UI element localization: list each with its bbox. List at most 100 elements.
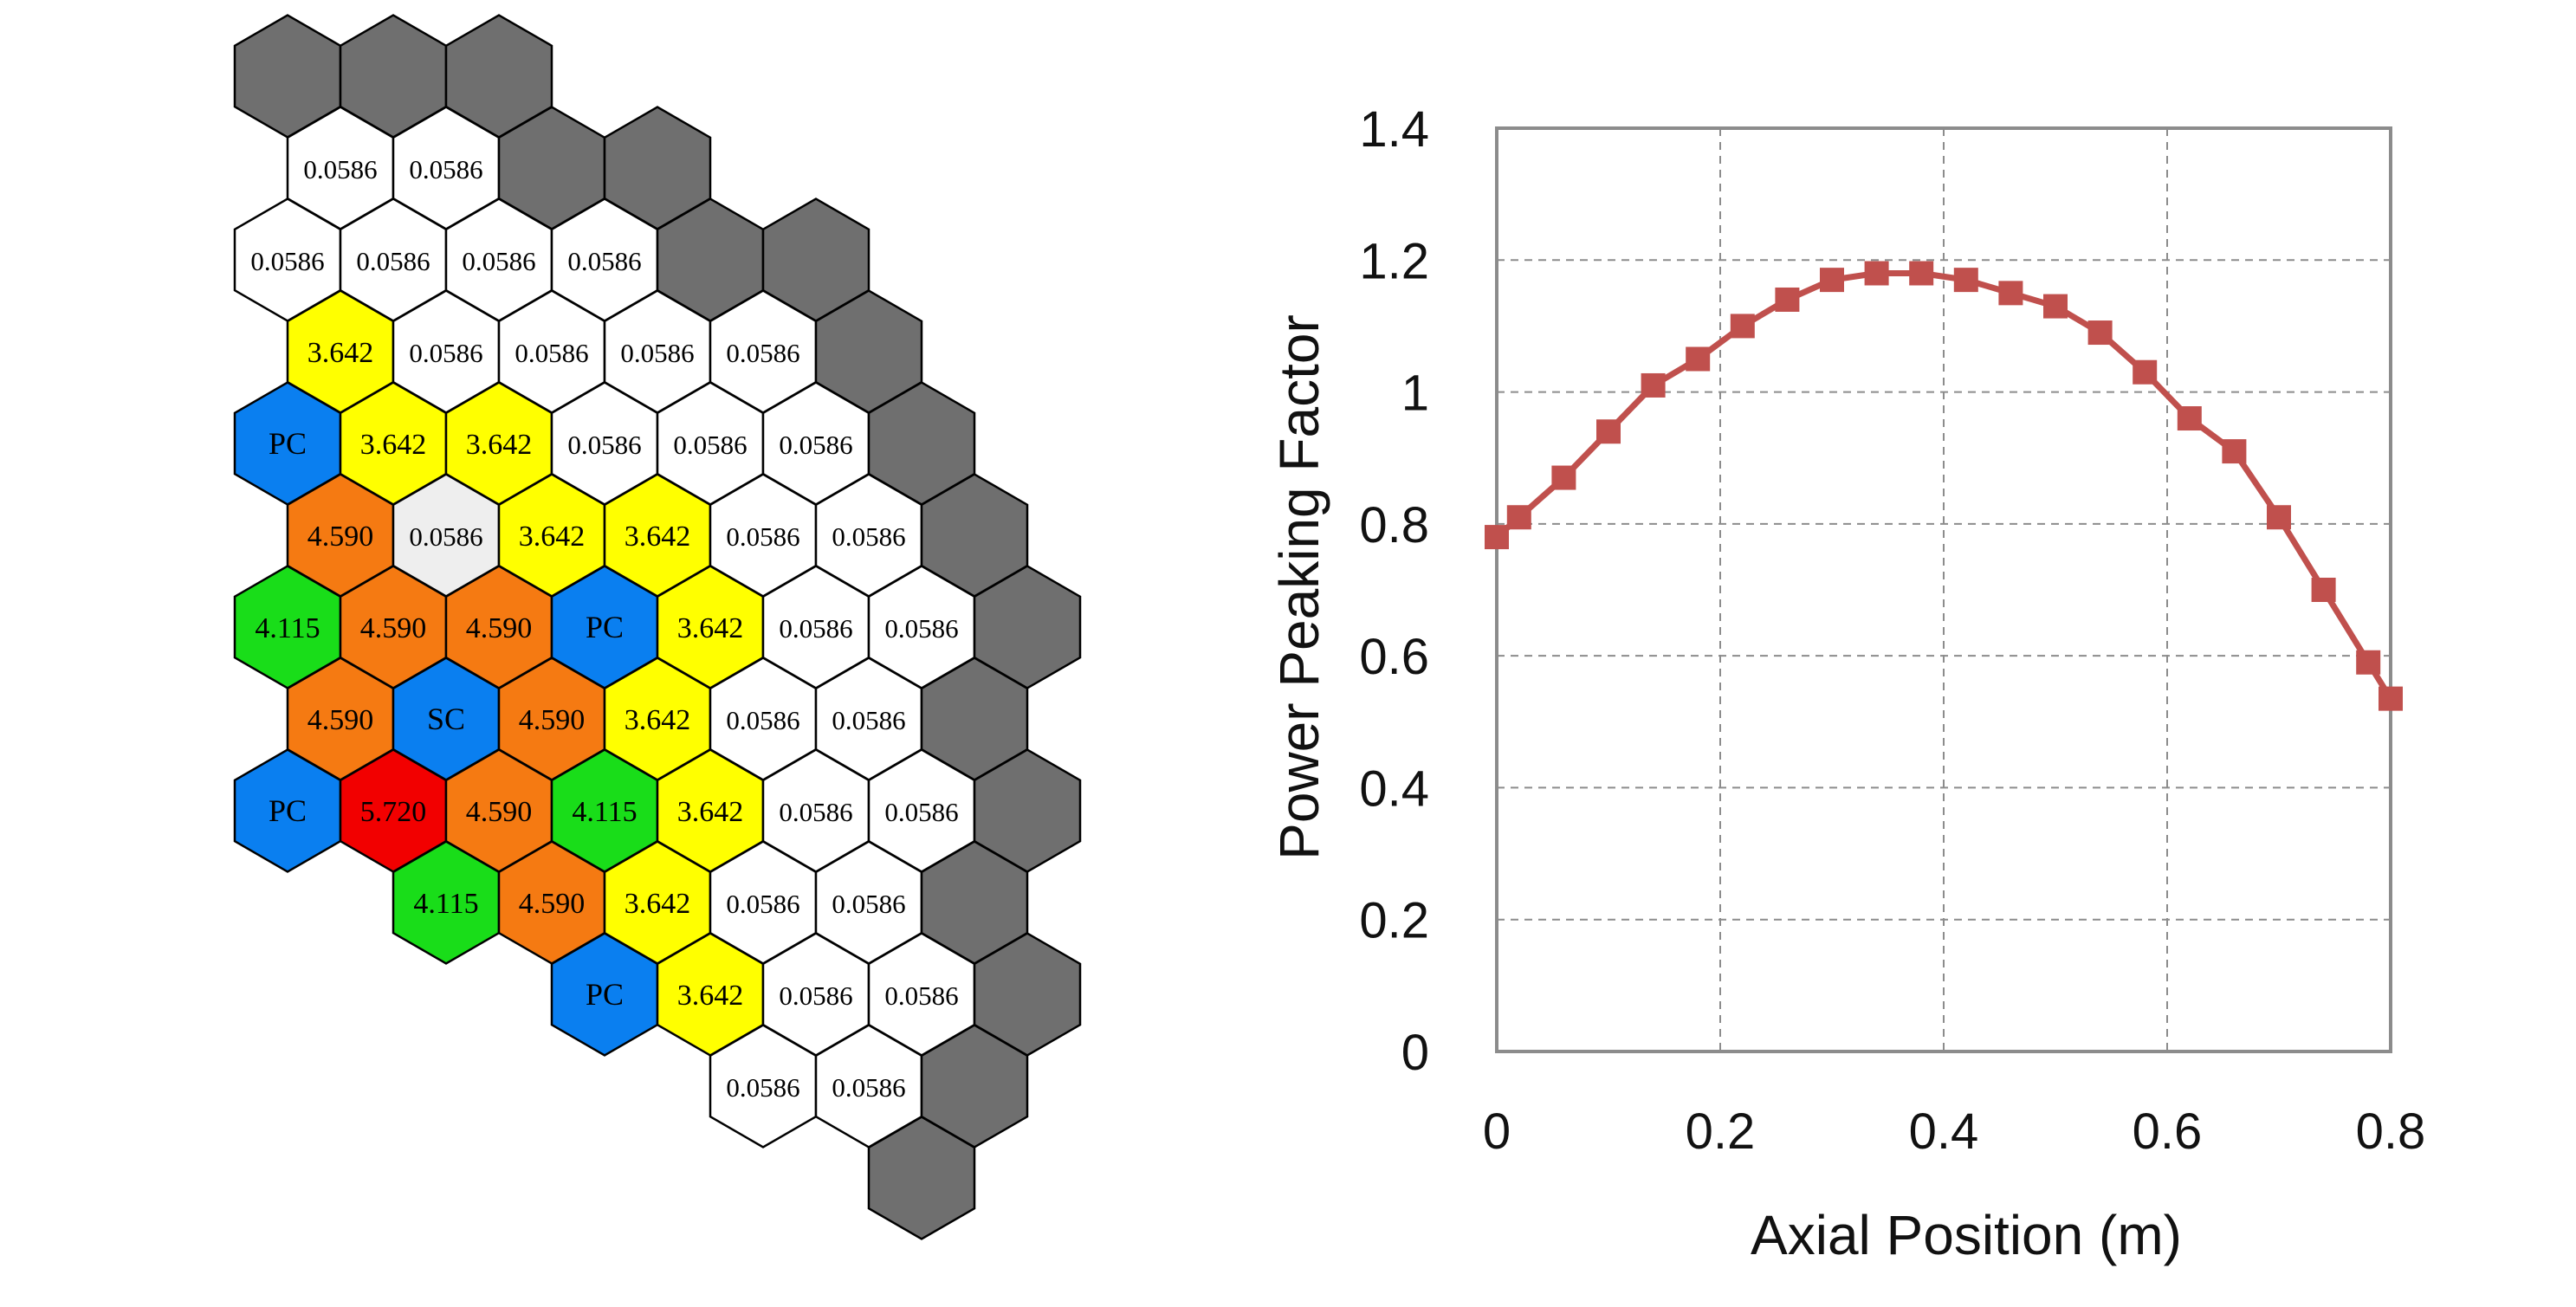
core-cell-label: 4.115 xyxy=(572,796,637,828)
core-cell: 0.0586 xyxy=(867,565,976,689)
core-cell-label: 0.0586 xyxy=(726,705,799,735)
core-cell: 3.642 xyxy=(603,840,712,965)
core-cell: 3.642 xyxy=(603,473,712,598)
core-cell: 3.642 xyxy=(656,932,765,1057)
core-cell-label: 4.590 xyxy=(360,612,427,644)
core-cell-label: 0.0586 xyxy=(673,430,747,460)
core-cell-label: 0.0586 xyxy=(356,246,430,276)
core-cell: 4.115 xyxy=(550,748,659,873)
data-point xyxy=(2087,320,2113,346)
data-point xyxy=(2379,686,2403,711)
data-point xyxy=(1864,261,1889,286)
y-tick-label: 0.6 xyxy=(1359,629,1429,685)
core-cell-label: 0.0586 xyxy=(779,980,852,1011)
core-cell-label: 4.590 xyxy=(519,704,586,736)
core-cell: 0.0586 xyxy=(709,657,818,781)
core-cell-label: 0.0586 xyxy=(303,154,377,184)
core-cell-label: 4.115 xyxy=(413,888,478,920)
core-cell-label: 3.642 xyxy=(677,980,744,1012)
core-cell: 0.0586 xyxy=(550,197,659,322)
core-cell-label: 0.0586 xyxy=(832,1072,905,1103)
core-cell: 0.0586 xyxy=(814,840,923,965)
core-cell: 0.0586 xyxy=(867,932,976,1057)
core-cell: 4.115 xyxy=(233,565,342,689)
y-tick-label: 1.2 xyxy=(1359,233,1429,289)
core-cell-label: 0.0586 xyxy=(779,613,852,644)
data-point xyxy=(1485,525,1509,550)
core-cell-label: PC xyxy=(269,426,307,461)
y-tick-label: 0.2 xyxy=(1359,893,1429,949)
core-cell-label: 0.0586 xyxy=(409,521,482,552)
core-cell: PC xyxy=(550,932,659,1057)
core-cell: 3.642 xyxy=(603,657,712,781)
data-point xyxy=(1775,287,1800,312)
y-tick-label: 0.8 xyxy=(1359,497,1429,553)
core-cell-label: 5.720 xyxy=(360,796,427,828)
core-cell-label: 0.0586 xyxy=(567,246,641,276)
core-cell-label: 0.0586 xyxy=(726,521,799,552)
data-point xyxy=(2133,359,2158,385)
core-cell-label: PC xyxy=(269,793,307,828)
data-point xyxy=(1686,346,1711,372)
data-point xyxy=(1998,281,2023,306)
core-cell-label: 0.0586 xyxy=(726,338,799,368)
core-cell-label: 4.590 xyxy=(307,521,374,553)
core-cell: 0.0586 xyxy=(603,289,712,414)
data-point xyxy=(1551,465,1576,490)
x-tick-label: 0.6 xyxy=(2133,1103,2203,1160)
data-point xyxy=(2222,439,2247,464)
core-cell: 4.590 xyxy=(497,657,606,781)
data-point xyxy=(2311,578,2336,602)
core-cell-hexagon xyxy=(867,1116,976,1240)
core-cell-label: 3.642 xyxy=(360,429,427,461)
core-cell-label: 0.0586 xyxy=(832,889,905,919)
core-cell: 0.0586 xyxy=(497,289,606,414)
core-cell-label: 0.0586 xyxy=(884,613,958,644)
core-cell: 0.0586 xyxy=(761,381,871,506)
core-cell-label: PC xyxy=(586,610,624,644)
plot-frame xyxy=(1495,126,2392,1053)
core-cell-label: 0.0586 xyxy=(832,705,905,735)
core-cell-label: 4.590 xyxy=(307,704,374,736)
data-point xyxy=(2356,650,2381,675)
data-point xyxy=(1596,419,1621,444)
x-tick-label: 0.2 xyxy=(1686,1103,1756,1160)
core-cell: 3.642 xyxy=(339,381,448,506)
data-point xyxy=(1909,261,1934,286)
core-cell-label: 0.0586 xyxy=(884,980,958,1011)
data-point xyxy=(2267,505,2291,530)
core-cell-label: 0.0586 xyxy=(726,1072,799,1103)
core-cell: 3.642 xyxy=(286,289,395,414)
core-cell-label: 0.0586 xyxy=(620,338,694,368)
core-cell: PC xyxy=(233,381,342,506)
data-point xyxy=(1506,505,1531,530)
core-cell: 3.642 xyxy=(656,565,765,689)
core-cell-label: 0.0586 xyxy=(779,430,852,460)
core-cell-label: 0.0586 xyxy=(462,246,535,276)
core-cell-label: 3.642 xyxy=(625,888,691,920)
core-cell-label: 0.0586 xyxy=(250,246,324,276)
core-cell-label: 3.642 xyxy=(677,612,744,644)
data-point xyxy=(1820,268,1844,293)
y-tick-labels: 0 0.2 0.4 0.6 0.8 1 1.2 1.4 xyxy=(1359,101,1429,1081)
data-point xyxy=(1953,268,1978,293)
data-point xyxy=(1730,314,1755,339)
core-cell-label: 4.590 xyxy=(466,796,533,828)
core-cell-label: 3.642 xyxy=(307,337,374,369)
core-cell-label: 4.590 xyxy=(466,612,533,644)
core-cell-label: PC xyxy=(586,977,624,1012)
core-cell-label: 0.0586 xyxy=(515,338,588,368)
power-peaking-chart: 0 0.2 0.4 0.6 0.8 1 1.2 1.4 0 0.2 0.4 0.6 0.8 Axial… xyxy=(1268,101,2425,1266)
y-tick-label: 0 xyxy=(1401,1025,1429,1081)
core-cell: 0.0586 xyxy=(709,473,818,598)
core-cell: 0.0586 xyxy=(709,1024,818,1148)
y-tick-label: 0.4 xyxy=(1359,760,1429,817)
data-point xyxy=(2043,294,2068,319)
core-cell: 0.0586 xyxy=(392,106,501,230)
core-cell-label: 0.0586 xyxy=(884,797,958,827)
core-cell-label: 3.642 xyxy=(625,704,691,736)
y-tick-label: 1.4 xyxy=(1359,101,1429,158)
x-tick-label: 0.4 xyxy=(1909,1103,1979,1160)
x-axis-title: Axial Position (m) xyxy=(1751,1204,2182,1266)
core-cell: 4.590 xyxy=(286,657,395,781)
